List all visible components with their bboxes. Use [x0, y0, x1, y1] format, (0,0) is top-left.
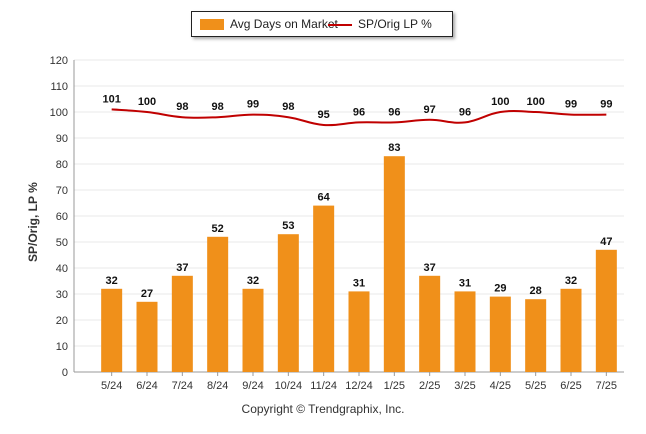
line-value-label: 99	[600, 99, 612, 111]
y-tick-label: 100	[50, 107, 68, 119]
bar	[419, 275, 441, 372]
bar	[136, 301, 158, 372]
bar-value-label: 83	[388, 142, 400, 154]
line-value-label: 99	[565, 99, 577, 111]
line-value-label: 98	[282, 101, 294, 113]
x-tick-label: 5/25	[525, 380, 546, 392]
bar-value-label: 29	[494, 283, 506, 295]
line-value-label: 96	[388, 106, 400, 118]
y-tick-label: 80	[56, 159, 68, 171]
x-tick-label: 2/25	[419, 380, 440, 392]
bar-value-label: 32	[565, 275, 577, 287]
x-tick-label: 5/24	[101, 380, 122, 392]
bar-value-label: 31	[353, 277, 365, 289]
bar-value-label: 37	[424, 262, 436, 274]
bar-value-label: 52	[212, 223, 224, 235]
bar-value-label: 31	[459, 277, 471, 289]
line-value-label: 98	[176, 101, 188, 113]
x-tick-label: 7/25	[596, 380, 617, 392]
legend-bar-swatch	[200, 19, 224, 30]
bar-value-label: 37	[176, 262, 188, 274]
bar-value-label: 53	[282, 220, 294, 232]
y-tick-label: 110	[50, 81, 68, 93]
y-tick-label: 120	[50, 55, 68, 67]
x-tick-label: 11/24	[310, 380, 337, 392]
bar	[277, 234, 299, 372]
line-value-label: 98	[212, 101, 224, 113]
copyright-footer: Copyright © Trendgraphix, Inc.	[241, 402, 405, 416]
x-tick-label: 7/24	[172, 380, 193, 392]
x-tick-label: 9/24	[242, 380, 263, 392]
bar	[171, 275, 193, 372]
legend-item-sp-orig-lp: SP/Orig LP %	[358, 17, 432, 31]
bar-value-label: 64	[318, 192, 331, 204]
x-tick-label: 1/25	[384, 380, 405, 392]
bar	[454, 291, 476, 372]
line-value-label: 100	[526, 96, 544, 108]
bar	[313, 205, 335, 372]
x-tick-label: 6/24	[136, 380, 157, 392]
bar	[383, 156, 405, 372]
bar-value-label: 28	[530, 285, 542, 297]
y-tick-label: 60	[56, 211, 68, 223]
chart-legend: Avg Days on Market SP/Orig LP %	[191, 11, 453, 37]
bar-value-label: 47	[600, 236, 612, 248]
bar	[348, 291, 370, 372]
x-tick-label: 10/24	[275, 380, 303, 392]
x-tick-label: 6/25	[560, 380, 581, 392]
x-tick-label: 4/25	[490, 380, 511, 392]
sp-orig-lp-line	[111, 108, 607, 127]
y-tick-label: 20	[56, 315, 68, 327]
bar-value-label: 32	[247, 275, 259, 287]
line-value-label: 99	[247, 99, 259, 111]
legend-item-days-on-market: Avg Days on Market	[230, 17, 338, 31]
y-tick-label: 30	[56, 289, 68, 301]
y-tick-label: 70	[56, 185, 68, 197]
x-tick-label: 8/24	[207, 380, 228, 392]
line-value-label: 96	[353, 106, 365, 118]
bar	[207, 236, 229, 372]
legend-line-swatch	[328, 24, 352, 26]
bar	[595, 249, 617, 372]
line-value-label: 100	[491, 96, 509, 108]
y-tick-label: 40	[56, 263, 68, 275]
line-value-label: 101	[102, 93, 120, 105]
y-tick-label: 10	[56, 341, 68, 353]
line-value-label: 100	[138, 96, 156, 108]
bar-value-label: 27	[141, 288, 153, 300]
bar	[525, 299, 547, 372]
y-tick-label: 0	[62, 367, 68, 379]
line-value-label: 95	[318, 109, 330, 121]
x-tick-label: 12/24	[345, 380, 373, 392]
y-tick-label: 50	[56, 237, 68, 249]
y-tick-label: 90	[56, 133, 68, 145]
bar	[242, 288, 264, 372]
bar	[560, 288, 582, 372]
x-tick-label: 3/25	[454, 380, 475, 392]
line-value-label: 96	[459, 106, 471, 118]
line-value-label: 97	[424, 104, 436, 116]
bar	[101, 288, 123, 372]
bar	[489, 296, 511, 372]
bar-value-label: 32	[106, 275, 118, 287]
